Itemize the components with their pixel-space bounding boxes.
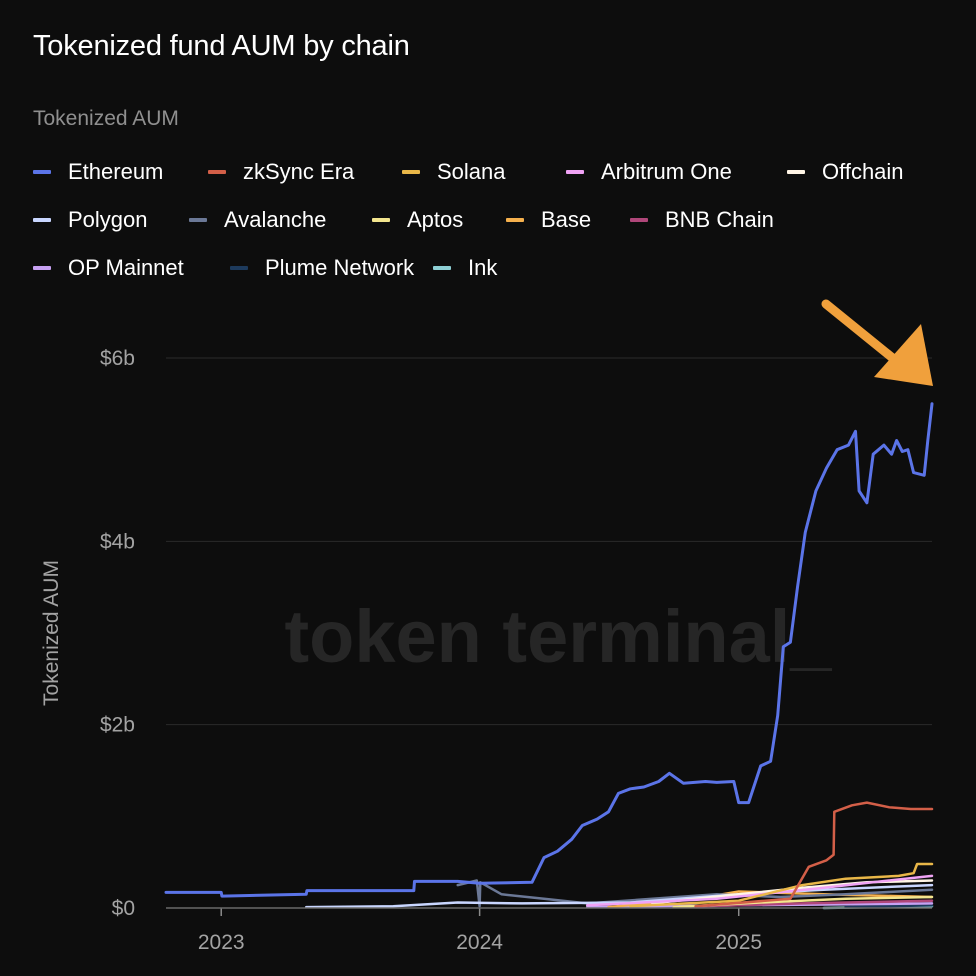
y-axis-title: Tokenized AUM (40, 560, 63, 706)
legend-swatch (189, 218, 207, 222)
legend-item-op-mainnet[interactable]: OP Mainnet (33, 255, 230, 281)
legend-item-avalanche[interactable]: Avalanche (189, 207, 372, 233)
legend-item-bnb-chain[interactable]: BNB Chain (630, 207, 774, 233)
series-line-plume-network (844, 904, 934, 909)
x-tick-label: 2025 (715, 931, 762, 954)
legend-swatch (566, 170, 584, 174)
legend-item-polygon[interactable]: Polygon (33, 207, 189, 233)
legend-label: Arbitrum One (601, 159, 732, 184)
series-line-ethereum (164, 402, 934, 898)
series-line-solana (629, 862, 934, 908)
legend-row: Ethereum zkSync Era Solana Arbitrum One Offc… (33, 148, 963, 196)
legend-item-solana[interactable]: Solana (402, 159, 566, 185)
watermark: token terminal_ (285, 595, 833, 678)
legend-item-zksync-era[interactable]: zkSync Era (208, 159, 402, 185)
legend-swatch (630, 218, 648, 222)
legend-item-aptos[interactable]: Aptos (372, 207, 506, 233)
legend-swatch (433, 266, 451, 270)
legend-label: Base (541, 207, 592, 232)
legend-swatch (506, 218, 524, 222)
legend-label: Ethereum (68, 159, 164, 184)
legend-label: Ink (468, 255, 498, 280)
legend-item-base[interactable]: Base (506, 207, 630, 233)
chart-title: Tokenized fund AUM by chain (33, 30, 410, 62)
legend-label: Plume Network (265, 255, 415, 280)
legend-swatch (33, 266, 51, 270)
y-tick-label: $0 (112, 897, 135, 920)
y-tick-label: $6b (100, 347, 135, 370)
legend-label: BNB Chain (665, 207, 774, 232)
legend-item-ethereum[interactable]: Ethereum (33, 159, 208, 185)
legend-item-offchain[interactable]: Offchain (787, 159, 904, 185)
legend-label: Solana (437, 159, 506, 184)
legend-swatch (208, 170, 226, 174)
legend-label: Avalanche (224, 207, 327, 232)
legend-swatch (230, 266, 248, 270)
series-line-arbitrum-one (585, 874, 934, 907)
legend-row: Polygon Avalanche Aptos Base BNB Chain (33, 196, 963, 244)
legend-item-arbitrum-one[interactable]: Arbitrum One (566, 159, 787, 185)
annotation-arrow-head (874, 324, 933, 386)
y-tick-label: $4b (100, 530, 135, 553)
legend-swatch (372, 218, 390, 222)
legend-item-ink[interactable]: Ink (433, 255, 497, 281)
series-line-zksync-era (694, 801, 934, 908)
legend-item-plume-network[interactable]: Plume Network (230, 255, 433, 281)
legend-swatch (787, 170, 805, 174)
legend-row: OP Mainnet Plume Network Ink (33, 244, 963, 292)
legend-swatch (33, 218, 51, 222)
y-tick-label: $2b (100, 714, 135, 737)
annotation-arrow-shaft (821, 299, 905, 369)
legend-title: Tokenized AUM (33, 107, 179, 130)
legend-label: OP Mainnet (68, 255, 184, 280)
legend-label: Offchain (822, 159, 904, 184)
legend-label: Polygon (68, 207, 148, 232)
legend-swatch (33, 170, 51, 174)
legend-swatch (402, 170, 420, 174)
x-tick-label: 2024 (456, 931, 503, 954)
legend: Ethereum zkSync Era Solana Arbitrum One Offc… (33, 148, 963, 292)
legend-label: zkSync Era (243, 159, 355, 184)
legend-label: Aptos (407, 207, 464, 232)
x-tick-label: 2023 (198, 931, 245, 954)
